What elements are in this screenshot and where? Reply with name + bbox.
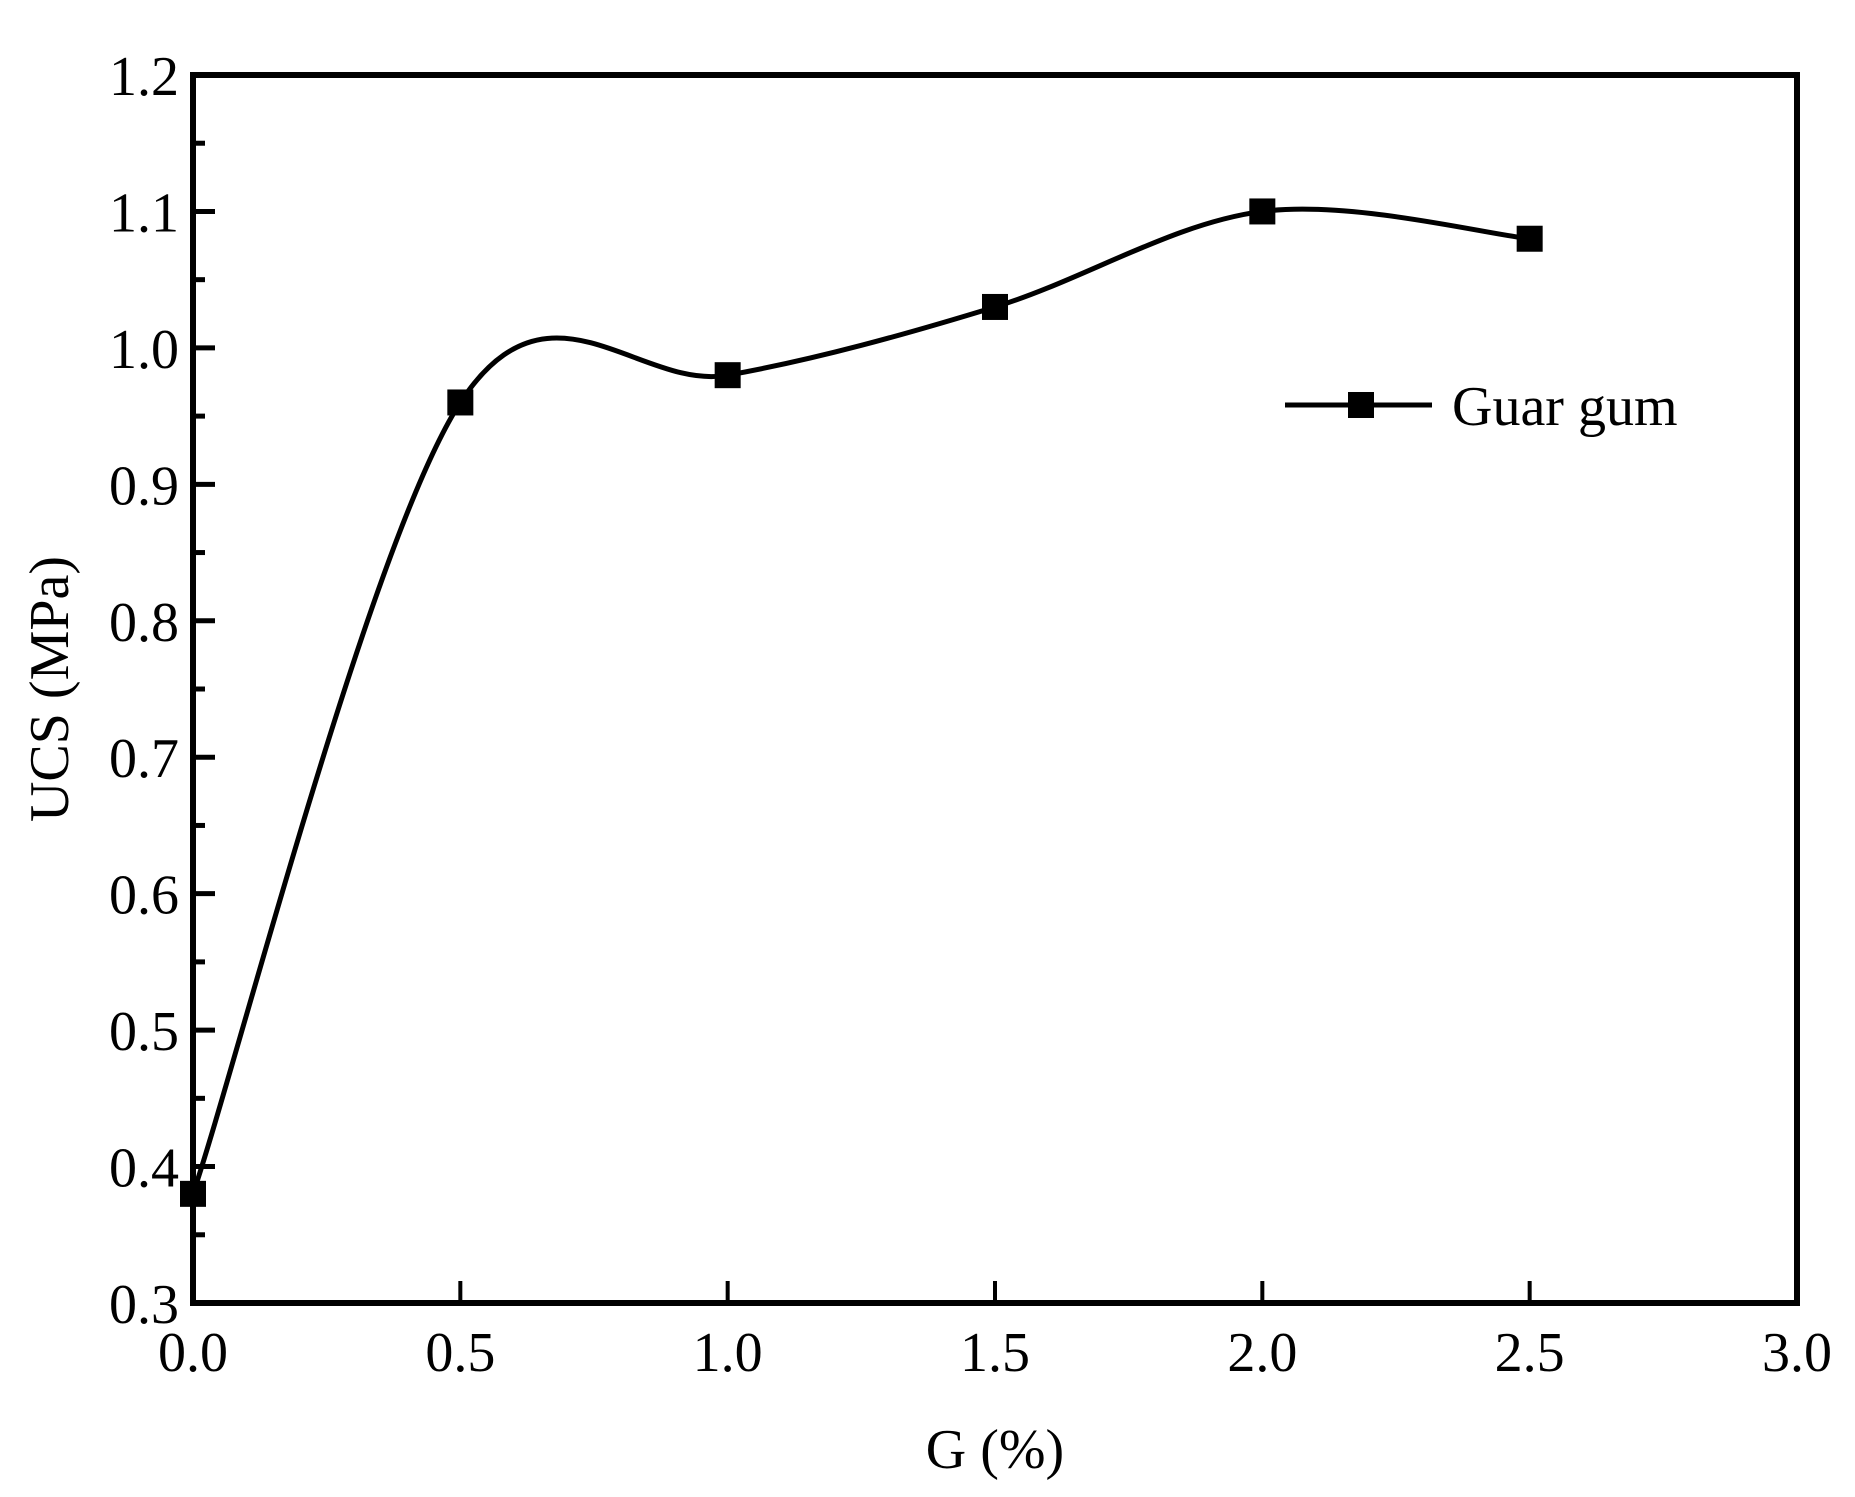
y-tick-label: 1.0 [109,319,179,381]
x-tick-label: 2.0 [1227,1322,1297,1384]
guar-gum-series-markers [180,198,1543,1207]
square-data-marker [714,362,741,389]
y-axis-title: UCS (MPa) [19,556,81,822]
x-axis-ticks [458,1281,1532,1303]
legend: Guar gum [1285,376,1678,438]
x-tick-label: 0.5 [425,1322,495,1384]
square-data-marker [982,293,1008,320]
guar-gum-series-line [190,206,1533,1197]
square-data-marker [1516,225,1543,252]
x-tick-label: 3.0 [1762,1322,1832,1384]
plot-frame [190,72,1800,1306]
y-tick-label: 0.8 [109,592,179,654]
legend-label: Guar gum [1452,376,1678,438]
y-tick-label: 0.9 [109,455,179,517]
y-tick-label: 0.6 [109,865,179,927]
x-tick-label: 1.5 [960,1322,1030,1384]
x-tick-label: 0.0 [158,1322,228,1384]
y-tick-label: 0.5 [109,1001,179,1063]
x-axis-title: G (%) [926,1419,1064,1481]
square-data-marker [1249,198,1276,225]
y-tick-label: 0.4 [109,1138,179,1200]
x-tick-label: 2.5 [1495,1322,1565,1384]
x-tick-label: 1.0 [693,1322,763,1384]
y-axis-ticks [193,140,215,1238]
square-data-marker [447,389,474,416]
y-axis-tick-labels: 0.3 0.4 0.5 0.6 0.7 0.8 0.9 1.0 1.1 1.2 [109,46,179,1336]
y-tick-label: 1.1 [109,182,179,244]
y-tick-label: 0.3 [109,1274,179,1336]
y-tick-label: 0.7 [109,728,179,790]
x-axis-tick-labels: 0.0 0.5 1.0 1.5 2.0 2.5 3.0 [158,1322,1832,1384]
y-tick-label: 1.2 [109,46,179,108]
legend-square-marker-icon [1348,392,1374,418]
